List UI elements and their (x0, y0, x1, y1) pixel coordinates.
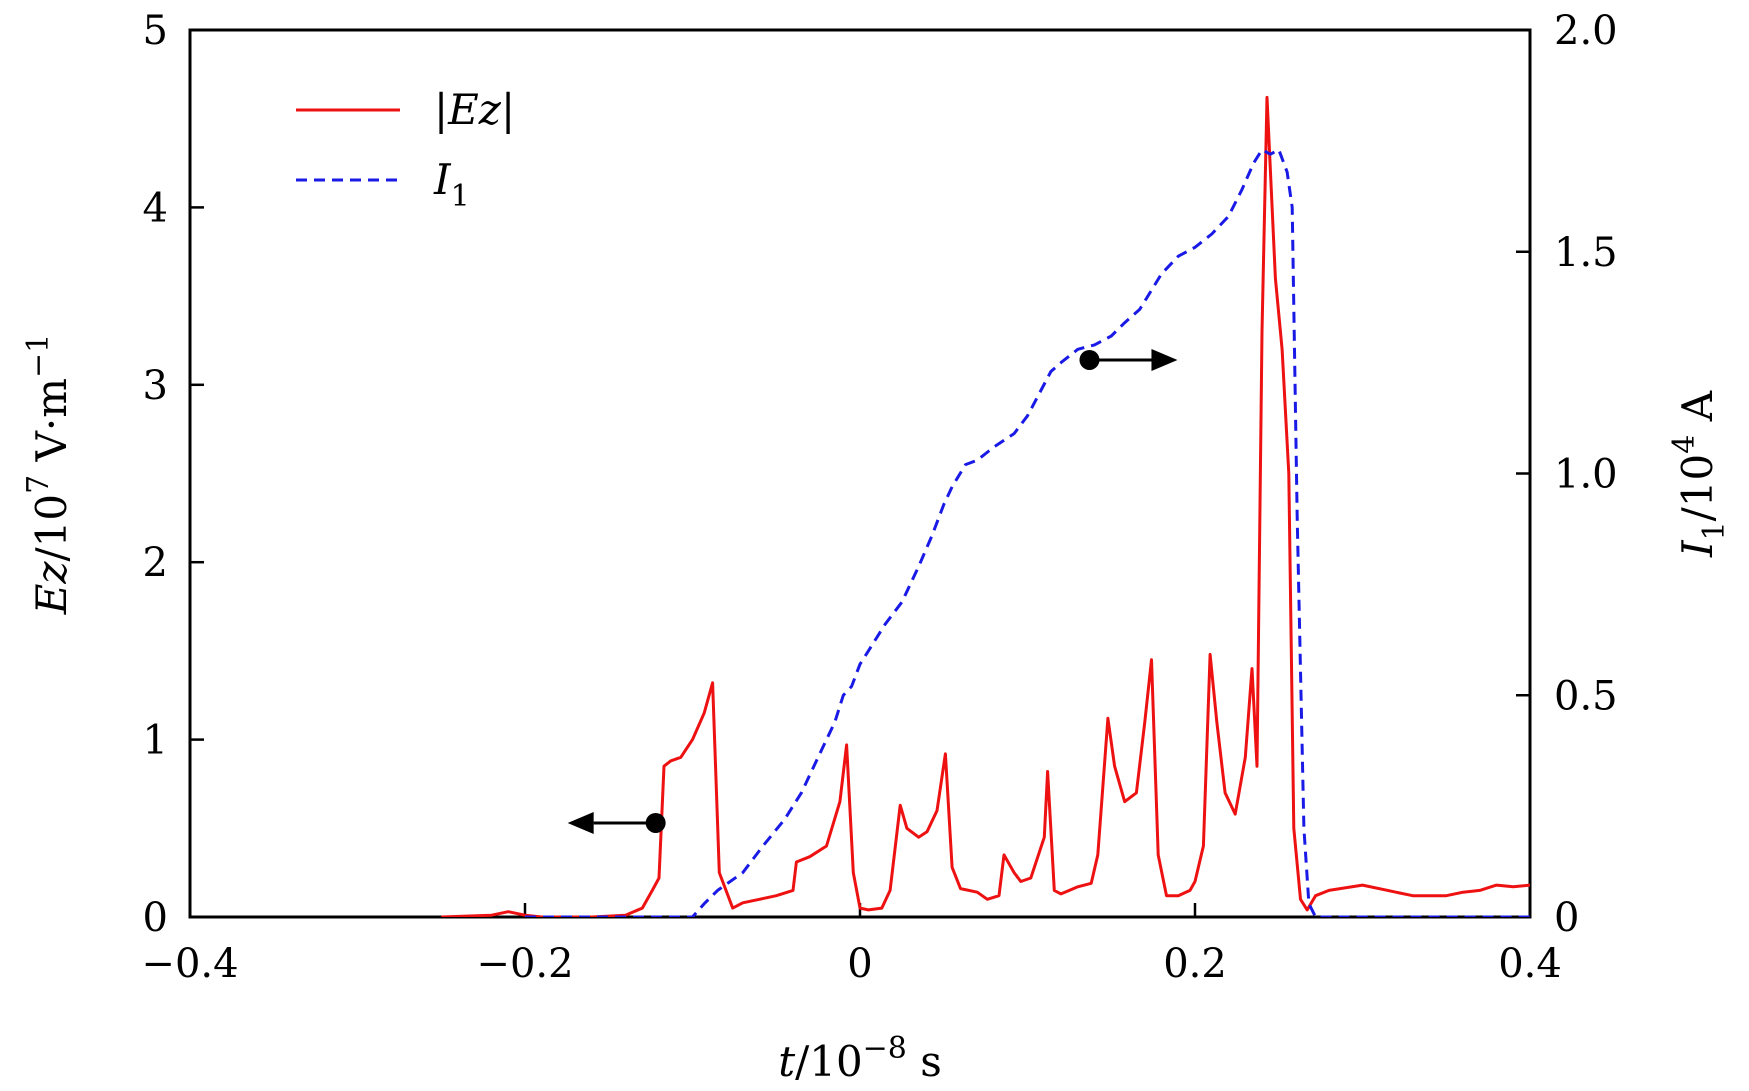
x-tick-label-2: 0 (847, 941, 872, 987)
y-left-tick-label-3: 3 (143, 363, 168, 409)
y-left-tick-label-0: 0 (143, 895, 168, 941)
x-title-base: /10 (795, 1037, 863, 1086)
y-left-axis-title: Ez/107 V·m−1 (21, 334, 76, 616)
series-layer (441, 95, 1530, 917)
legend-label-ez: |Ez| (434, 85, 515, 134)
legend-label-i1: I1 (433, 155, 470, 214)
annotation-right-arrow (1079, 348, 1178, 371)
y-right-tick-label-2: 1.0 (1554, 452, 1618, 498)
x-tick-label-1: −0.2 (476, 941, 573, 987)
y-left-tick-label-1: 1 (143, 718, 168, 764)
legend: |Ez| I1 (296, 85, 515, 214)
annotation-arrowhead-1 (1151, 348, 1178, 371)
legend-i1-var: I (433, 155, 452, 204)
y-right-tick-label-4: 2.0 (1554, 8, 1618, 54)
yl-title-base: /10 (27, 494, 76, 562)
yr-title-unit: A (1673, 390, 1722, 434)
x-title-unit: s (907, 1037, 942, 1086)
yl-title-exp: 7 (21, 475, 56, 494)
y-left-tick-label-5: 5 (143, 8, 168, 54)
yr-title-var: I (1673, 539, 1722, 558)
yr-title-base: /10 (1673, 454, 1722, 522)
yl-title-var: Ez (27, 561, 76, 616)
x-axis-title: t/10−8 s (778, 1031, 942, 1086)
x-title-exp: −8 (863, 1031, 907, 1066)
y-right-tick-label-3: 1.5 (1554, 230, 1618, 276)
x-tick-label-3: 0.2 (1163, 941, 1227, 987)
x-tick-label-4: 0.4 (1498, 941, 1562, 987)
y-left-tick-label-2: 2 (143, 540, 168, 586)
x-tick-label-0: −0.4 (141, 941, 238, 987)
y-left-tick-label-4: 4 (143, 185, 168, 231)
y-right-axis-title: I1/104 A (1667, 390, 1732, 558)
yr-title-exp: 4 (1667, 435, 1702, 454)
yl-title-unit-exp: −1 (21, 334, 56, 378)
yr-title-sub: 1 (1697, 521, 1732, 540)
yl-title-unit: V·m (27, 378, 76, 475)
plot-frame (188, 28, 1532, 919)
series-line-ez (441, 95, 1530, 917)
x-title-var: t (778, 1037, 795, 1086)
y-right-tick-label-0: 0 (1554, 895, 1579, 941)
annotation-arrowhead-0 (567, 811, 594, 834)
y-right-tick-label-1: 0.5 (1554, 673, 1618, 719)
annotation-left-arrow (567, 811, 666, 834)
legend-i1-sub: 1 (451, 179, 470, 214)
annotation-layer (567, 348, 1178, 834)
series-line-i1 (525, 148, 1530, 917)
